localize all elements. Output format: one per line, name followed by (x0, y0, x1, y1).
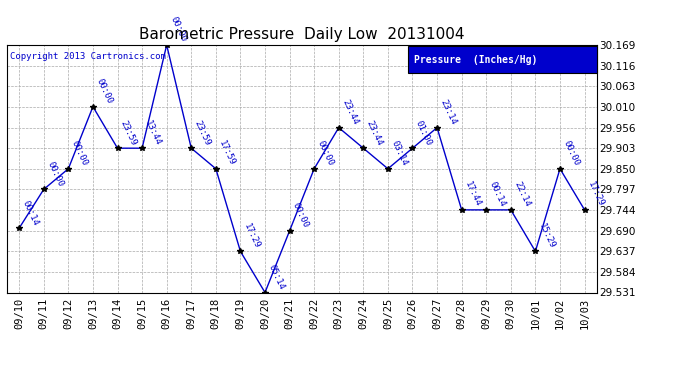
Text: 23:44: 23:44 (340, 98, 359, 126)
Text: 00:14: 00:14 (21, 198, 40, 227)
Text: 01:00: 01:00 (414, 118, 433, 147)
Text: 03:14: 03:14 (389, 139, 408, 167)
Text: 17:59: 17:59 (217, 139, 237, 167)
Text: 23:14: 23:14 (438, 98, 458, 126)
Text: 23:44: 23:44 (365, 118, 384, 147)
Text: Copyright 2013 Cartronics.com: Copyright 2013 Cartronics.com (10, 53, 166, 62)
Text: 17:44: 17:44 (463, 180, 482, 209)
Text: 00:00: 00:00 (168, 15, 188, 44)
Text: 00:00: 00:00 (315, 139, 335, 167)
Text: 23:59: 23:59 (119, 118, 139, 147)
Text: 13:44: 13:44 (144, 118, 163, 147)
Text: 23:59: 23:59 (193, 118, 212, 147)
Text: 00:00: 00:00 (291, 201, 310, 229)
Text: Pressure  (Inches/Hg): Pressure (Inches/Hg) (414, 55, 538, 65)
Text: 00:14: 00:14 (488, 180, 507, 209)
Text: 00:00: 00:00 (45, 160, 65, 188)
Text: 00:00: 00:00 (70, 139, 89, 167)
Text: 17:29: 17:29 (586, 180, 605, 209)
Text: 00:00: 00:00 (562, 139, 581, 167)
Text: 05:14: 05:14 (266, 263, 286, 291)
FancyBboxPatch shape (408, 46, 597, 74)
Text: 17:29: 17:29 (241, 222, 262, 250)
Text: 22:14: 22:14 (512, 180, 532, 209)
Text: 00:00: 00:00 (95, 77, 114, 105)
Title: Barometric Pressure  Daily Low  20131004: Barometric Pressure Daily Low 20131004 (139, 27, 464, 42)
Text: 15:29: 15:29 (537, 222, 556, 250)
